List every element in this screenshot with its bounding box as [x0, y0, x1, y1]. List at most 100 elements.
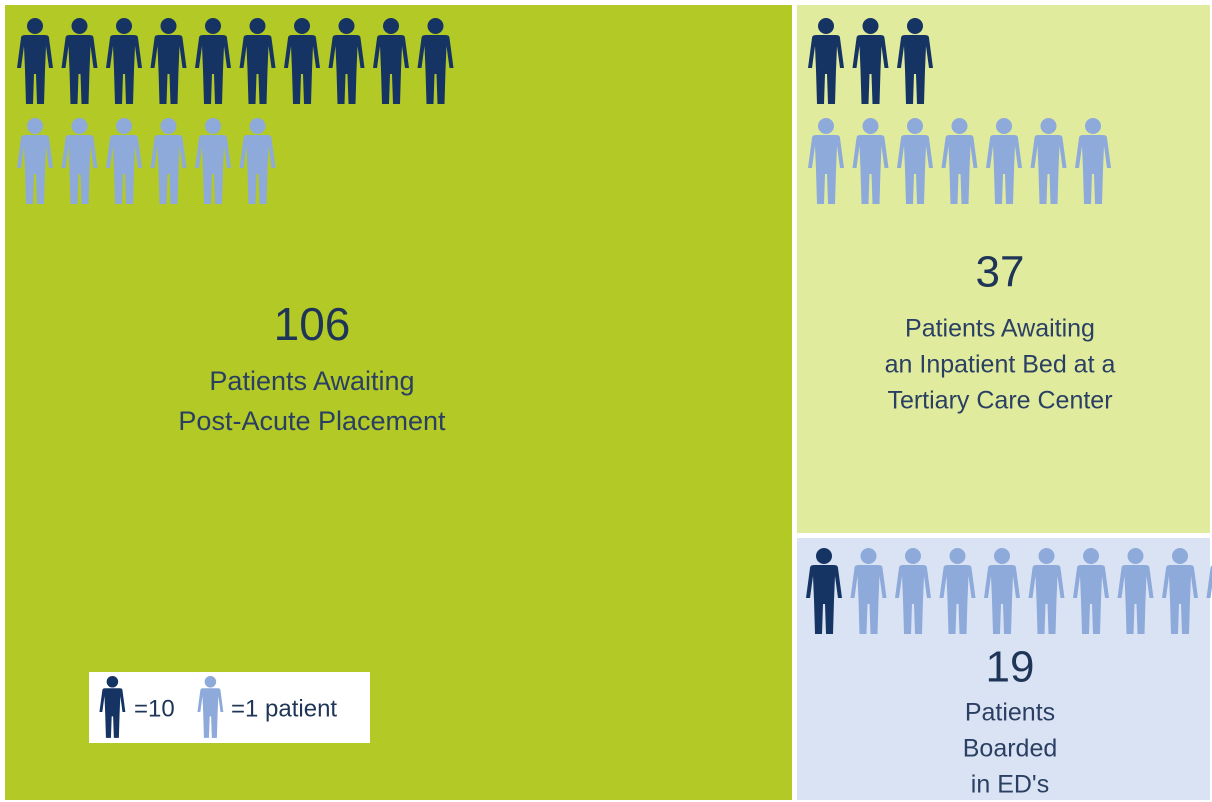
icon-body	[99, 688, 126, 738]
icon-body	[1030, 135, 1067, 204]
category-label: in ED's	[971, 771, 1049, 799]
person-icon	[17, 118, 53, 204]
person-icon	[239, 18, 276, 104]
icon-head	[816, 548, 832, 564]
person-icon	[239, 118, 276, 204]
person-icon	[106, 18, 142, 104]
icon-body	[197, 688, 224, 738]
person-icon	[852, 18, 889, 104]
icon-body	[895, 565, 931, 634]
icon-head	[205, 118, 221, 134]
icon-head	[160, 118, 177, 134]
person-icon	[895, 548, 931, 634]
icon-body	[61, 35, 98, 104]
person-icon	[99, 676, 126, 738]
person-icon	[417, 18, 454, 104]
person-icon	[195, 18, 231, 104]
icon-head	[160, 18, 177, 34]
icon-body	[808, 135, 844, 204]
icon-body	[1075, 135, 1111, 204]
person-icon	[1073, 548, 1109, 634]
category-label: an Inpatient Bed at a	[885, 351, 1116, 379]
icon-head	[996, 118, 1012, 134]
person-icon	[284, 18, 320, 104]
icon-body	[986, 135, 1022, 204]
person-icon	[850, 548, 887, 634]
person-icon	[1117, 548, 1154, 634]
person-icon	[1028, 548, 1065, 634]
icon-head	[860, 548, 877, 564]
person-icon	[806, 548, 842, 634]
icon-head	[1083, 548, 1099, 564]
person-icon	[986, 118, 1022, 204]
icon-body	[850, 565, 887, 634]
icon-body	[61, 135, 98, 204]
legend-box	[89, 672, 370, 743]
icon-body	[1028, 565, 1065, 634]
icon-body	[1206, 565, 1212, 598]
icon-head	[907, 118, 923, 134]
icon-body	[984, 565, 1020, 634]
icon-head	[249, 118, 266, 134]
icon-body	[106, 35, 142, 104]
icon-head	[106, 676, 119, 688]
person-icon	[1075, 118, 1111, 204]
icon-head	[1040, 118, 1057, 134]
person-icon	[195, 118, 231, 204]
icon-head	[116, 118, 132, 134]
value-label: 19	[986, 643, 1035, 692]
person-icon	[939, 548, 976, 634]
person-icon	[1030, 118, 1067, 204]
icon-head	[204, 676, 217, 688]
icon-head	[818, 18, 834, 34]
icon-body	[106, 135, 142, 204]
icon-head	[949, 548, 966, 564]
icon-head	[71, 18, 88, 34]
icon-body	[852, 135, 889, 204]
icon-head	[338, 18, 355, 34]
icon-head	[1172, 548, 1188, 564]
category-label: Patients Awaiting	[209, 366, 414, 396]
person-icon	[197, 676, 224, 738]
icon-body	[897, 35, 933, 104]
category-label: Boarded	[963, 735, 1058, 763]
icon-head	[907, 18, 923, 34]
category-label: Post-Acute Placement	[178, 406, 446, 436]
icon-body	[195, 135, 231, 204]
icon-head	[1085, 118, 1101, 134]
icon-body	[806, 565, 842, 634]
icon-body	[239, 135, 276, 204]
person-icon	[328, 18, 365, 104]
icon-body	[1117, 565, 1154, 634]
icon-body	[373, 35, 409, 104]
icon-body	[1073, 565, 1109, 634]
icon-body	[328, 35, 365, 104]
icon-head	[27, 18, 43, 34]
icon-head	[383, 18, 399, 34]
icon-head	[116, 18, 132, 34]
person-icon	[106, 118, 142, 204]
icon-body	[195, 35, 231, 104]
person-icon	[1206, 565, 1212, 598]
legend-label: =10	[134, 695, 175, 722]
icon-head	[1038, 548, 1055, 564]
person-icon	[808, 118, 844, 204]
category-label: Patients Awaiting	[905, 315, 1095, 343]
person-icon	[897, 18, 933, 104]
icon-head	[905, 548, 921, 564]
icon-body	[17, 135, 53, 204]
icon-body	[852, 35, 889, 104]
value-label: 37	[976, 248, 1025, 297]
person-icon	[373, 18, 409, 104]
person-icon	[941, 118, 978, 204]
icon-head	[249, 18, 266, 34]
icon-body	[239, 35, 276, 104]
value-label: 106	[274, 298, 351, 350]
icon-body	[939, 565, 976, 634]
legend-label: =1 patient	[231, 695, 337, 722]
person-icon	[1162, 548, 1198, 634]
icon-head	[951, 118, 968, 134]
icon-body	[284, 35, 320, 104]
